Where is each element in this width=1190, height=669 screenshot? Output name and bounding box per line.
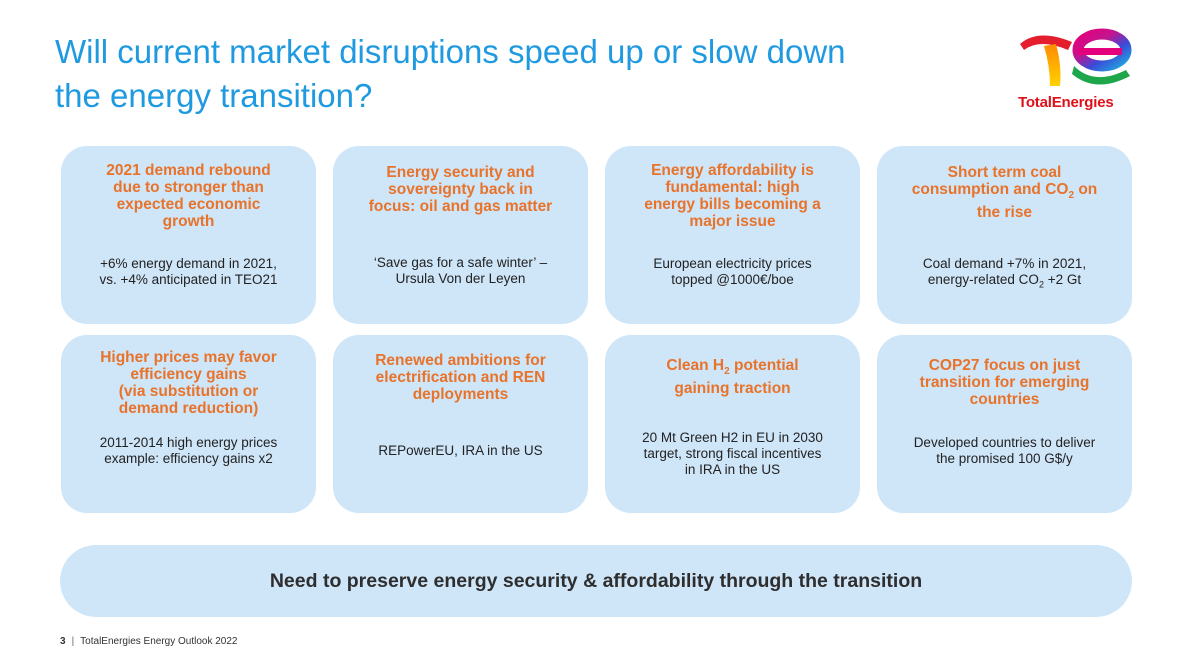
card-title: Energy affordability is fundamental: hig… — [644, 162, 821, 230]
card-title: Clean H2 potential gaining traction — [666, 357, 799, 398]
card-cop27: COP27 focus on just transition for emerg… — [877, 335, 1132, 513]
card-electrification: Renewed ambitions for electrification an… — [333, 335, 588, 513]
totalenergies-logo: TotalEnergies — [1010, 20, 1140, 120]
totalenergies-logo-icon — [1020, 28, 1132, 86]
card-body: 2011-2014 high energy prices example: ef… — [99, 435, 278, 466]
card-energy-affordability: Energy affordability is fundamental: hig… — [605, 146, 860, 324]
card-demand-rebound: 2021 demand rebound due to stronger than… — [61, 146, 316, 324]
card-title: Energy security and sovereignty back in … — [368, 164, 553, 215]
conclusion-banner: Need to preserve energy security & affor… — [60, 545, 1132, 617]
footer: 3 | TotalEnergies Energy Outlook 2022 — [60, 636, 238, 647]
footer-separator: | — [71, 636, 75, 647]
card-title: Short term coal consumption and CO2 on t… — [911, 164, 1098, 222]
card-body: +6% energy demand in 2021, vs. +4% antic… — [99, 256, 278, 287]
card-body: ‘Save gas for a safe winter’ – Ursula Vo… — [373, 255, 548, 286]
card-efficiency-gains: Higher prices may favor efficiency gains… — [61, 335, 316, 513]
card-title: 2021 demand rebound due to stronger than… — [106, 162, 271, 230]
card-clean-h2: Clean H2 potential gaining traction 20 M… — [605, 335, 860, 513]
card-title: Renewed ambitions for electrification an… — [375, 352, 546, 403]
slide-title-line-2: the energy transition? — [55, 77, 373, 114]
card-body: 20 Mt Green H2 in EU in 2030 target, str… — [642, 430, 823, 477]
card-body: European electricity prices topped @1000… — [653, 256, 812, 287]
card-body: Developed countries to deliver the promi… — [913, 435, 1096, 466]
page-number: 3 — [60, 636, 66, 647]
card-body: Coal demand +7% in 2021, energy-related … — [922, 256, 1087, 290]
card-title: Higher prices may favor efficiency gains… — [100, 349, 277, 417]
card-body: REPowerEU, IRA in the US — [378, 443, 543, 458]
banner-text: Need to preserve energy security & affor… — [269, 569, 923, 592]
slide-title: Will current market disruptions speed up… — [55, 30, 975, 118]
card-title: COP27 focus on just transition for emerg… — [919, 357, 1090, 408]
footer-source: TotalEnergies Energy Outlook 2022 — [80, 636, 238, 647]
slide-title-line-1: Will current market disruptions speed up… — [55, 33, 846, 70]
logo-wordmark: TotalEnergies — [1018, 94, 1114, 111]
card-energy-security: Energy security and sovereignty back in … — [333, 146, 588, 324]
card-coal-consumption: Short term coal consumption and CO2 on t… — [877, 146, 1132, 324]
